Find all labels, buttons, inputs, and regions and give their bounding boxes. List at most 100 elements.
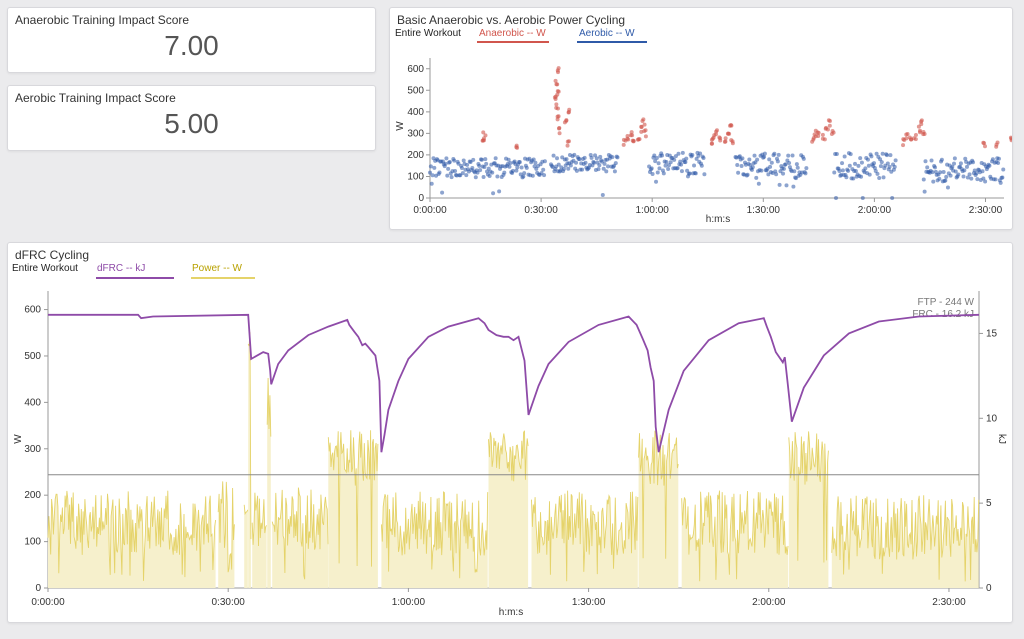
anaerobic-point (553, 78, 558, 83)
power-line (788, 431, 829, 563)
power-line (681, 490, 789, 582)
aerobic-point (969, 176, 974, 181)
aerobic-point (583, 160, 588, 165)
anaerobic-point (641, 117, 646, 122)
aerobic-point (993, 177, 998, 182)
aerobic-point (606, 164, 611, 169)
aerobic-point (534, 166, 539, 171)
aerobic-point (464, 173, 469, 178)
dfrc-x-tick-label: 1:00:00 (392, 597, 426, 608)
legend-anaerobic[interactable]: Anaerobic -- W (479, 28, 546, 39)
aerobic-point (792, 169, 797, 174)
aerobic-point (783, 162, 788, 167)
aerobic-point (449, 175, 454, 180)
aerobic-point (859, 174, 864, 179)
aerobic-point (735, 162, 740, 167)
aerobic-point (794, 176, 799, 181)
aerobic-point (998, 180, 1003, 185)
power-line (217, 481, 235, 573)
anaerobic-point (555, 117, 560, 122)
dfrc-y-tick-label: 100 (24, 537, 41, 548)
aerobic-point (767, 157, 772, 162)
dfrc-x-tick-label: 2:30:00 (932, 597, 966, 608)
aerobic-point (610, 155, 615, 160)
aerobic-point (514, 168, 519, 173)
power-area (488, 430, 529, 588)
aerobic-point (444, 156, 449, 161)
aerobic-point (752, 153, 757, 158)
anaerobic-point (904, 136, 909, 141)
anaerobic-point (913, 133, 918, 138)
aerobic-point (429, 181, 434, 186)
aerobic-point (566, 166, 571, 171)
aerobic-point (867, 172, 872, 177)
aerobic-point (473, 175, 478, 180)
dfrc-y-tick-label: 400 (24, 397, 41, 408)
power-cycling-scatter-plot[interactable]: W h:m:s 0 100 200 300 400 500 600 0:00:00 0:30:0… (390, 8, 1012, 229)
aerobic-point (660, 153, 665, 158)
anaerobic-point (820, 136, 825, 141)
anaerobic-point (556, 89, 561, 94)
aerobic-point (507, 164, 512, 169)
anaerobic-point (827, 123, 832, 128)
anaerobic-point (481, 130, 486, 135)
legend-power[interactable]: Power -- W (192, 263, 242, 274)
aerobic-point (877, 175, 882, 180)
power-line (638, 430, 679, 559)
aerobic-point (601, 166, 606, 171)
aerobic-point (556, 162, 561, 167)
dfrc-y2-axis-title: kJ (996, 434, 1007, 444)
aerobic-point (574, 168, 579, 173)
scatter-x-tick-label: 1:30:00 (747, 205, 781, 216)
scatter-y-tick-label: 100 (407, 171, 424, 182)
aerobic-point (939, 157, 944, 162)
anaerobic-point (621, 137, 626, 142)
dfrc-y-tick-label: 300 (24, 444, 41, 455)
power-line (251, 492, 267, 547)
range-label[interactable]: Entire Workout (395, 28, 461, 39)
dfrc-y2-tick-label: 5 (986, 498, 992, 509)
aerobic-point (787, 161, 792, 166)
aerobic-point (768, 164, 773, 169)
dfrc-line-chart[interactable]: W kJ h:m:s FTP - 244 W FRC - 16.2 kJ 0 10… (8, 243, 1012, 622)
aerobic-point (594, 156, 599, 161)
anaerobic-point (827, 119, 832, 124)
anaerobic-point (552, 95, 557, 100)
legend-aerobic[interactable]: Aerobic -- W (579, 28, 635, 39)
aerobic-point (888, 153, 893, 158)
dfrc-y2-tick-label: 15 (986, 328, 998, 339)
aerobic-point (938, 170, 943, 175)
aerobic-point (690, 152, 695, 157)
anaerobic-point (565, 139, 570, 144)
aerobic-point (844, 175, 849, 180)
aerobic-point (745, 172, 750, 177)
aerobic-point (958, 161, 963, 166)
aerobic-point (777, 182, 782, 187)
anaerobic-point (714, 128, 719, 133)
aerobic-point (863, 166, 868, 171)
aerobic-point (555, 156, 560, 161)
power-area (218, 481, 235, 588)
legend-aerobic-line (577, 41, 647, 43)
aerobic-point (775, 159, 780, 164)
dfrc-x-tick-label: 2:00:00 (752, 597, 786, 608)
aerobic-point (461, 158, 466, 163)
dfrc-range-label[interactable]: Entire Workout (12, 263, 78, 274)
legend-dfrc[interactable]: dFRC -- kJ (97, 263, 146, 274)
aerobic-point (756, 181, 761, 186)
scatter-y-tick-label: 300 (407, 128, 424, 139)
dfrc-x-axis-title: h:m:s (499, 607, 523, 618)
aerobic-point (592, 160, 597, 165)
aerobic-point (832, 170, 837, 175)
aerobic-point (654, 156, 659, 161)
aerobic-point (531, 157, 536, 162)
aerobic-point (842, 154, 847, 159)
anaerobic-point (730, 139, 735, 144)
aerobic-point (486, 166, 491, 171)
aerobic-point (664, 159, 669, 164)
anaerobic-point (919, 122, 924, 127)
aerobic-point (515, 165, 520, 170)
aerobic-point (804, 166, 809, 171)
aerobic-point (975, 177, 980, 182)
dfrc-y2-tick-label: 10 (986, 413, 998, 424)
